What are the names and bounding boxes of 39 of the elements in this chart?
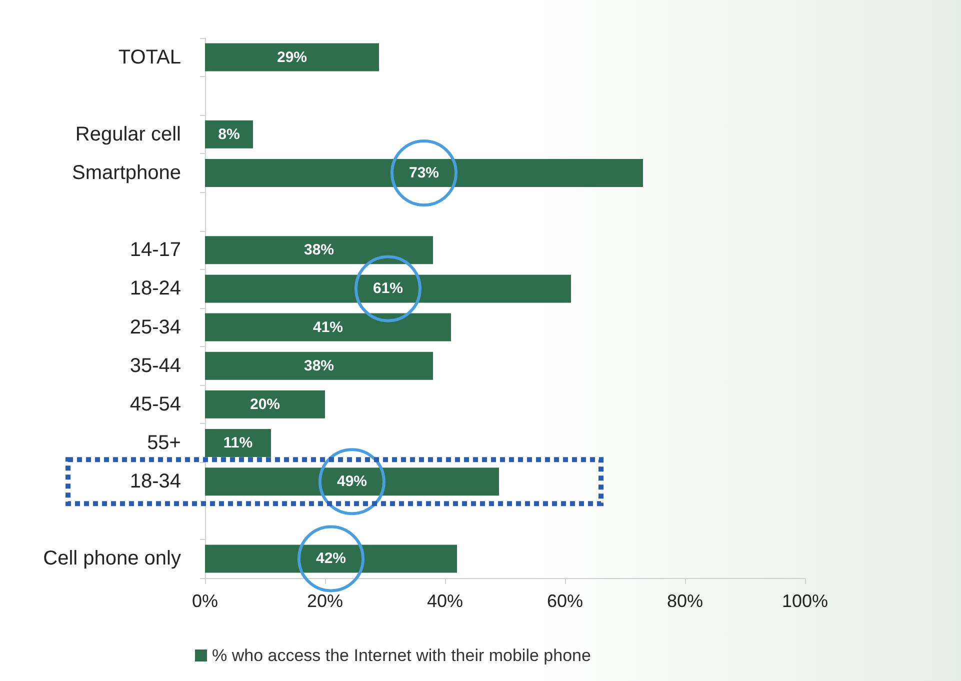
y-tick-label: 18-34 [130,470,181,493]
data-label: 41% [312,318,344,336]
bar [205,313,451,342]
y-tick-label: 45-54 [130,393,181,416]
y-tick-label: 35-44 [130,354,181,377]
bar [205,274,571,303]
y-tick-label: 55+ [147,432,181,454]
x-tick-label: 80% [666,591,704,611]
data-label: 38% [304,242,334,259]
data-label: 8% [218,126,240,143]
bar [205,159,643,187]
y-tick-label: 14-17 [130,239,181,262]
bar [205,352,433,380]
x-tick-label: 100% [782,591,828,611]
bar [205,236,433,264]
data-label: 11% [223,434,253,452]
x-tick-label: 0% [192,591,218,611]
data-label: 73% [408,164,440,182]
bar [205,544,457,573]
data-label: 42% [316,550,346,568]
y-tick-label: TOTAL [118,46,181,68]
data-label: 38% [304,357,334,374]
y-tick-label: Regular cell [75,123,181,146]
x-tick-label: 40% [426,591,464,611]
bar [205,429,271,457]
data-label: 61% [372,280,404,298]
legend-label: % who access the Internet with their mobile phone [212,646,591,665]
y-tick-label: 18-24 [130,278,181,300]
x-tick-label: 20% [306,591,344,611]
bar [205,468,499,496]
bar [205,390,325,418]
y-tick-label: Cell phone only [43,548,181,570]
y-tick-label: 25-34 [130,316,181,338]
x-tick-label: 60% [546,591,584,611]
bar [205,43,379,72]
data-label: 29% [276,48,308,66]
data-label: 20% [250,396,280,413]
y-tick-label: Smartphone [72,162,181,184]
data-label: 49% [336,473,368,490]
